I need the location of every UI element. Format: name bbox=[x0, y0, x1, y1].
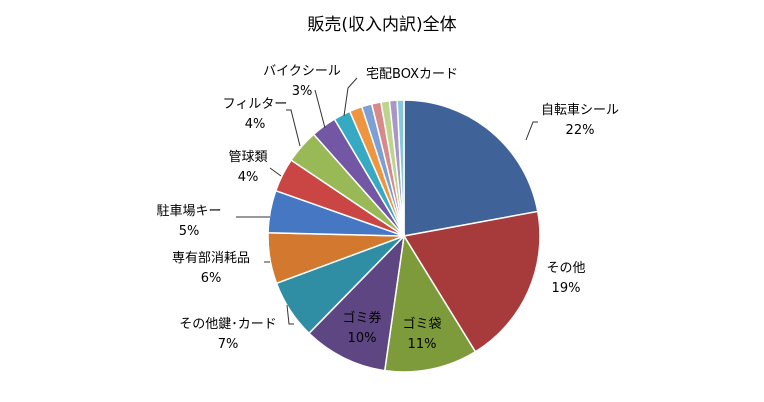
chart-title: 販売(収入内訳)全体 bbox=[307, 15, 457, 35]
pie-slice bbox=[307, 233, 406, 372]
slice-value-label: 5% bbox=[179, 224, 200, 239]
slice-label: 駐車場キー bbox=[156, 204, 221, 219]
slice-value-label: 10% bbox=[348, 331, 377, 346]
slice-label: その他鍵･カード bbox=[179, 316, 277, 332]
slice-label: ゴミ券 bbox=[342, 310, 381, 326]
slice-value-label: 4% bbox=[238, 170, 259, 185]
slice-value-label: 4% bbox=[245, 117, 266, 132]
leader-line bbox=[286, 109, 301, 147]
pie-slice bbox=[383, 233, 477, 373]
leader-line bbox=[269, 167, 282, 177]
leader-line bbox=[525, 121, 538, 141]
slice-value-label: 3% bbox=[292, 84, 313, 99]
slice-value-label: 19% bbox=[552, 281, 581, 296]
slice-value-label: 6% bbox=[201, 271, 222, 286]
slice-label: 管球類 bbox=[228, 150, 267, 165]
slice-value-label: 11% bbox=[408, 337, 437, 352]
slice-label: 専有部消耗品 bbox=[172, 251, 250, 266]
slice-label: 宅配BOXカード bbox=[366, 67, 458, 82]
slice-value-label: 7% bbox=[218, 337, 239, 352]
slice-value-label: 22% bbox=[566, 123, 595, 138]
pie-slice bbox=[396, 99, 405, 237]
slice-label: その他 bbox=[546, 261, 585, 276]
leader-line bbox=[286, 304, 294, 325]
slice-label: ゴミ袋 bbox=[402, 316, 441, 332]
pie-slice bbox=[403, 99, 539, 237]
slice-label: フィルター bbox=[223, 97, 288, 112]
slice-label: 自転車シール bbox=[541, 103, 619, 118]
slice-label: バイクシール bbox=[263, 64, 341, 79]
leader-line bbox=[343, 77, 358, 117]
leader-line bbox=[314, 89, 326, 129]
pie-slice bbox=[402, 210, 541, 353]
